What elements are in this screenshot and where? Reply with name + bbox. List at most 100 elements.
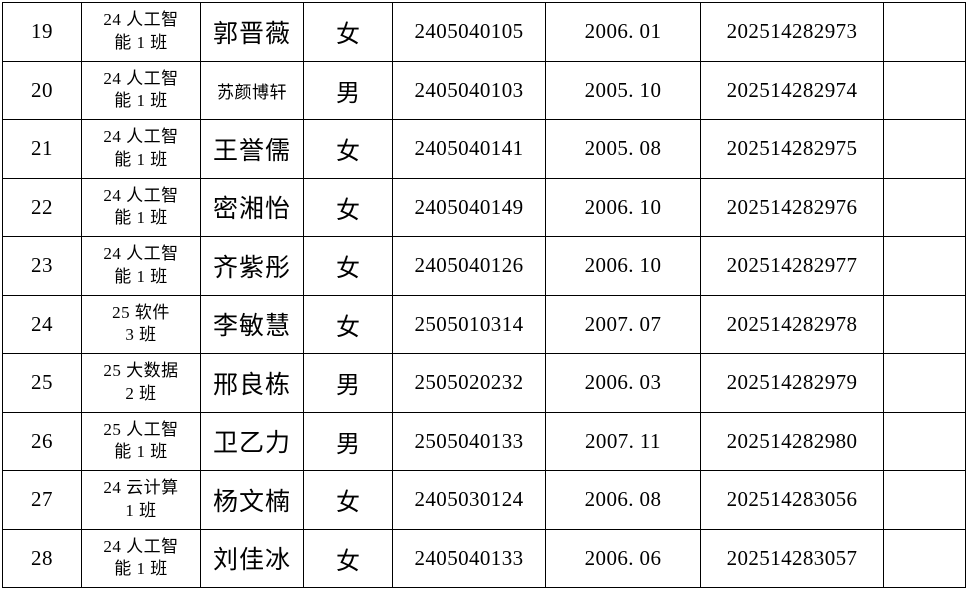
cell-gender: 女	[303, 2, 393, 62]
class-name-line-1: 24 人工智	[103, 68, 179, 88]
class-name-line-1: 25 人工智	[103, 419, 179, 439]
class-name-line-2: 能 1 班	[114, 559, 168, 579]
cell-certificate-number: 202514282978	[700, 294, 884, 354]
cell-student-number: 2405040141	[392, 119, 546, 179]
class-name-line-1: 24 人工智	[103, 536, 179, 556]
cell-birth-year-month: 2007. 11	[545, 411, 701, 471]
cell-birth-year-month: 2006. 10	[545, 236, 701, 296]
cell-class-name: 25 大数据 2 班	[81, 353, 201, 413]
cell-student-name: 齐紫彤	[200, 236, 304, 296]
cell-sequence-number: 25	[2, 353, 82, 413]
table-row: 25 25 大数据 2 班邢良栋男 2505020232 2006. 03 2025142…	[2, 353, 966, 413]
cell-remarks	[883, 60, 966, 120]
cell-certificate-number: 202514282980	[700, 411, 884, 471]
cell-student-number: 2405040105	[392, 2, 546, 62]
table-row: 28 24 人工智能 1 班刘佳冰女 2405040133 2006. 06 20251…	[2, 528, 966, 588]
class-name-line-2: 能 1 班	[114, 442, 168, 462]
cell-student-name: 卫乙力	[200, 411, 304, 471]
cell-class-name: 24 人工智能 1 班	[81, 236, 201, 296]
cell-class-name: 24 人工智能 1 班	[81, 60, 201, 120]
cell-gender: 女	[303, 236, 393, 296]
cell-remarks	[883, 2, 966, 62]
cell-student-number: 2405030124	[392, 470, 546, 530]
class-name-line-1: 24 人工智	[103, 127, 179, 147]
table-row: 20 24 人工智能 1 班苏颜博轩男 2405040103 2005. 10 2025…	[2, 60, 966, 120]
table-row: 27 24 云计算 1 班杨文楠女 2405030124 2006. 08 2025142…	[2, 470, 966, 530]
cell-certificate-number: 202514282979	[700, 353, 884, 413]
cell-gender: 女	[303, 294, 393, 354]
class-name-line-2: 能 1 班	[114, 266, 168, 286]
table-row: 23 24 人工智能 1 班齐紫彤女 2405040126 2006. 10 20251…	[2, 236, 966, 296]
cell-student-number: 2405040149	[392, 177, 546, 237]
class-name-line-1: 25 软件	[112, 302, 170, 322]
cell-class-name: 25 软件 3 班	[81, 294, 201, 354]
cell-certificate-number: 202514283056	[700, 470, 884, 530]
cell-birth-year-month: 2007. 07	[545, 294, 701, 354]
class-name-line-2: 能 1 班	[114, 32, 168, 52]
cell-student-name: 郭晋薇	[200, 2, 304, 62]
class-name-line-2: 能 1 班	[114, 208, 168, 228]
cell-gender: 女	[303, 528, 393, 588]
class-name-line-2: 3 班	[125, 325, 157, 345]
cell-remarks	[883, 353, 966, 413]
cell-sequence-number: 24	[2, 294, 82, 354]
class-name-line-2: 1 班	[125, 500, 157, 520]
cell-remarks	[883, 470, 966, 530]
cell-birth-year-month: 2005. 08	[545, 119, 701, 179]
cell-sequence-number: 21	[2, 119, 82, 179]
cell-certificate-number: 202514282977	[700, 236, 884, 296]
cell-remarks	[883, 177, 966, 237]
cell-birth-year-month: 2006. 10	[545, 177, 701, 237]
cell-class-name: 24 人工智能 1 班	[81, 177, 201, 237]
cell-birth-year-month: 2006. 01	[545, 2, 701, 62]
table-row: 24 25 软件 3 班 李敏慧女 2505010314 2007. 07 20251428…	[2, 294, 966, 354]
cell-student-number: 2405040133	[392, 528, 546, 588]
cell-class-name: 24 人工智能 1 班	[81, 119, 201, 179]
cell-birth-year-month: 2006. 03	[545, 353, 701, 413]
cell-sequence-number: 27	[2, 470, 82, 530]
cell-remarks	[883, 411, 966, 471]
table-row: 22 24 人工智能 1 班密湘怡女 2405040149 2006. 10 20251…	[2, 177, 966, 237]
cell-student-number: 2505010314	[392, 294, 546, 354]
cell-gender: 女	[303, 470, 393, 530]
class-name-line-2: 2 班	[125, 383, 157, 403]
cell-sequence-number: 20	[2, 60, 82, 120]
table-row: 21 24 人工智能 1 班王誉儒女 2405040141 2005. 08 20251…	[2, 119, 966, 179]
cell-student-number: 2405040103	[392, 60, 546, 120]
table-row: 26 25 人工智能 1 班卫乙力男 2505040133 2007. 11 20251…	[2, 411, 966, 471]
cell-gender: 男	[303, 411, 393, 471]
class-name-line-1: 24 人工智	[103, 10, 179, 30]
cell-student-number: 2405040126	[392, 236, 546, 296]
cell-student-name: 李敏慧	[200, 294, 304, 354]
cell-class-name: 25 人工智能 1 班	[81, 411, 201, 471]
cell-gender: 男	[303, 60, 393, 120]
cell-student-name: 邢良栋	[200, 353, 304, 413]
cell-certificate-number: 202514282973	[700, 2, 884, 62]
cell-gender: 女	[303, 177, 393, 237]
cell-remarks	[883, 528, 966, 588]
cell-sequence-number: 28	[2, 528, 82, 588]
cell-remarks	[883, 236, 966, 296]
class-name-line-2: 能 1 班	[114, 149, 168, 169]
cell-student-number: 2505040133	[392, 411, 546, 471]
class-name-line-1: 24 人工智	[103, 244, 179, 264]
cell-student-name: 刘佳冰	[200, 528, 304, 588]
cell-class-name: 24 人工智能 1 班	[81, 528, 201, 588]
cell-sequence-number: 26	[2, 411, 82, 471]
cell-class-name: 24 云计算 1 班	[81, 470, 201, 530]
cell-birth-year-month: 2005. 10	[545, 60, 701, 120]
table-row: 19 24 人工智能 1 班郭晋薇女 2405040105 2006. 01 20251…	[2, 2, 966, 62]
cell-remarks	[883, 294, 966, 354]
cell-certificate-number: 202514283057	[700, 528, 884, 588]
cell-gender: 男	[303, 353, 393, 413]
cell-certificate-number: 202514282975	[700, 119, 884, 179]
cell-remarks	[883, 119, 966, 179]
class-name-line-1: 25 大数据	[103, 361, 179, 381]
cell-birth-year-month: 2006. 08	[545, 470, 701, 530]
cell-class-name: 24 人工智能 1 班	[81, 2, 201, 62]
class-name-line-2: 能 1 班	[114, 91, 168, 111]
class-name-line-1: 24 人工智	[103, 185, 179, 205]
